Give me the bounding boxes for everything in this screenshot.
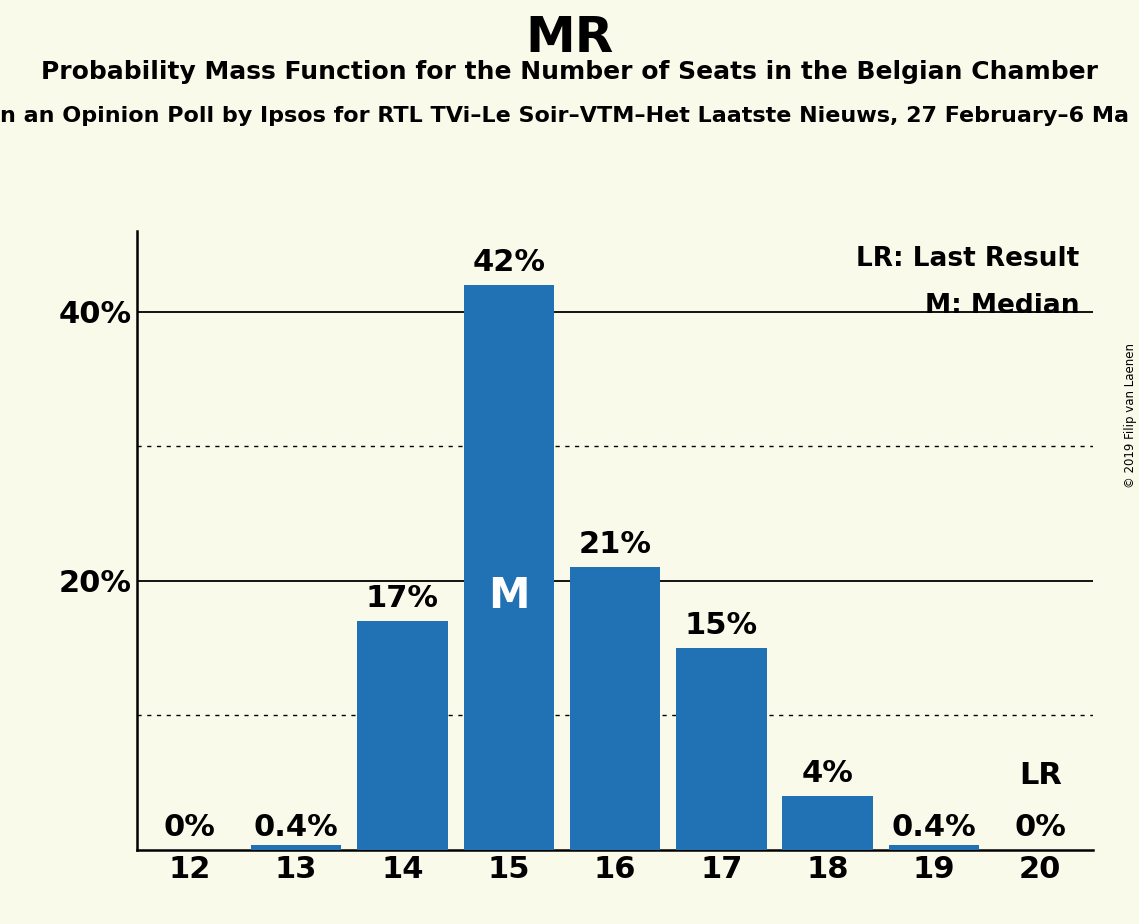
Bar xyxy=(570,567,661,850)
Bar xyxy=(251,845,342,850)
Text: 15%: 15% xyxy=(685,611,757,640)
Text: M: Median: M: Median xyxy=(925,293,1079,319)
Text: LR: Last Result: LR: Last Result xyxy=(855,247,1079,273)
Bar xyxy=(677,649,767,850)
Text: LR: LR xyxy=(1019,760,1062,789)
Text: 0%: 0% xyxy=(164,813,215,842)
Text: 21%: 21% xyxy=(579,530,652,559)
Bar xyxy=(358,621,448,850)
Text: 17%: 17% xyxy=(366,584,439,614)
Text: 0.4%: 0.4% xyxy=(892,813,976,842)
Text: n an Opinion Poll by Ipsos for RTL TVi–Le Soir–VTM–Het Laatste Nieuws, 27 Februa: n an Opinion Poll by Ipsos for RTL TVi–L… xyxy=(0,106,1129,127)
Text: MR: MR xyxy=(525,14,614,62)
Bar xyxy=(888,845,980,850)
Text: Probability Mass Function for the Number of Seats in the Belgian Chamber: Probability Mass Function for the Number… xyxy=(41,60,1098,84)
Bar xyxy=(782,796,872,850)
Text: © 2019 Filip van Laenen: © 2019 Filip van Laenen xyxy=(1124,344,1137,488)
Text: 0.4%: 0.4% xyxy=(254,813,338,842)
Bar xyxy=(464,285,554,850)
Text: 4%: 4% xyxy=(802,760,853,788)
Text: M: M xyxy=(487,575,530,616)
Text: 0%: 0% xyxy=(1015,813,1066,842)
Text: 42%: 42% xyxy=(473,248,546,277)
